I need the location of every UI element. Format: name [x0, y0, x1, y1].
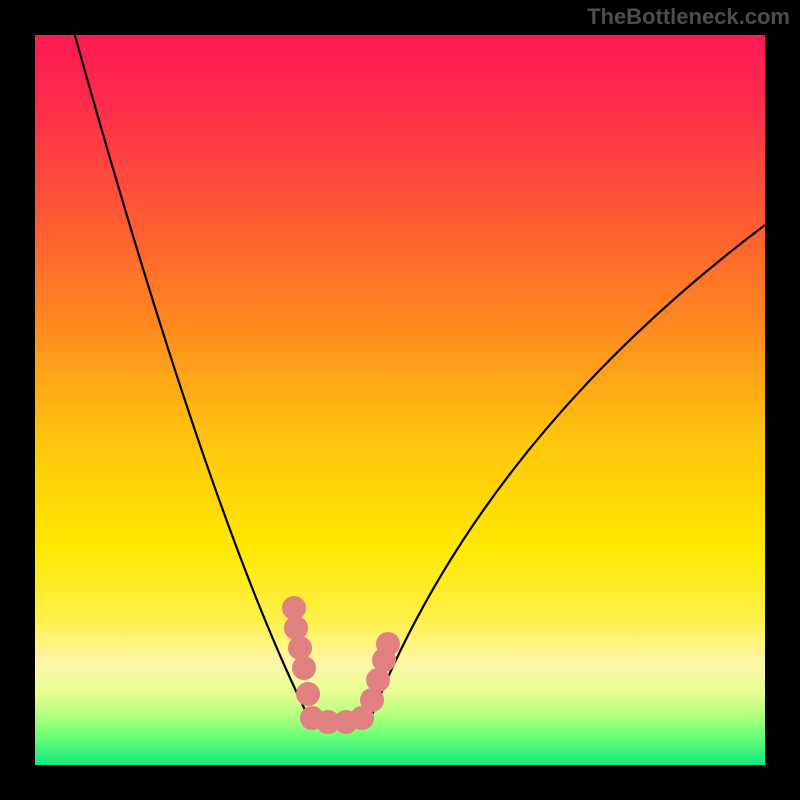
- gradient-panel: [35, 35, 765, 765]
- curve-marker: [292, 656, 316, 680]
- curve-marker: [376, 632, 400, 656]
- attribution-text: TheBottleneck.com: [587, 4, 790, 30]
- bottleneck-chart-svg: [0, 0, 800, 800]
- curve-marker: [284, 616, 308, 640]
- curve-marker: [288, 636, 312, 660]
- chart-stage: TheBottleneck.com: [0, 0, 800, 800]
- curve-marker: [296, 682, 320, 706]
